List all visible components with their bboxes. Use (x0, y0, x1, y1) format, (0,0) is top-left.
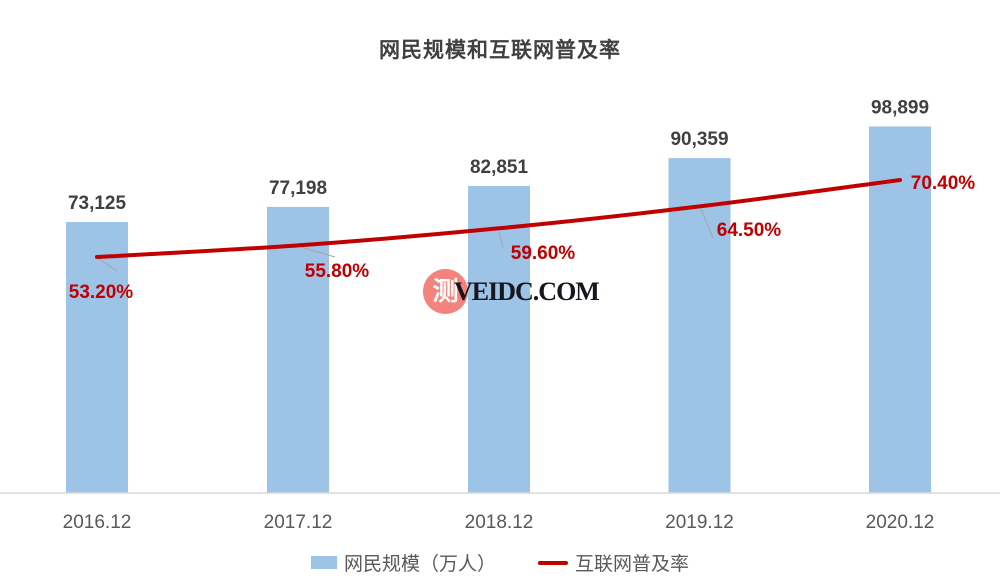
bar-value-label: 82,851 (470, 157, 529, 178)
line-point-label: 53.20% (69, 282, 134, 303)
line-point-label: 64.50% (717, 220, 782, 241)
watermark-text: VEIDC.COM (454, 276, 600, 306)
legend-label-line-series: 互联网普及率 (575, 554, 690, 575)
bar-value-label: 98,899 (871, 97, 929, 118)
x-axis-label: 2020.12 (866, 512, 935, 533)
line-point-label: 59.60% (511, 243, 576, 264)
legend-label-bar-series: 网民规模（万人） (343, 554, 496, 575)
label-leader-line (300, 246, 336, 258)
chart-legend: 网民规模（万人） 互联网普及率 (0, 549, 1000, 576)
label-leader-line (98, 258, 118, 272)
x-axis-label: 2018.12 (465, 512, 534, 533)
bar-value-label: 73,125 (68, 193, 127, 214)
x-axis-label: 2016.12 (63, 512, 132, 533)
bar-series-swatch-icon (310, 556, 337, 569)
chart-title: 网民规模和互联网普及率 (379, 39, 621, 62)
bar (668, 158, 731, 493)
bar-value-label: 77,198 (269, 178, 327, 199)
x-axis-label: 2019.12 (665, 512, 734, 533)
bar (66, 222, 128, 493)
legend-item-line-series: 互联网普及率 (538, 549, 689, 576)
legend-item-bar-series: 网民规模（万人） (310, 549, 496, 576)
label-leader-line (700, 208, 714, 239)
watermark-badge-icon: 测 (423, 269, 468, 314)
bar (468, 185, 530, 493)
bar-value-label: 90,359 (670, 129, 728, 150)
bar (267, 206, 329, 494)
line-point-label: 70.40% (911, 173, 976, 194)
bar (869, 126, 931, 493)
label-leader-line (498, 231, 504, 248)
watermark: 测 VEIDC.COM (423, 269, 600, 314)
penetration-rate-line (95, 178, 902, 259)
line-point-label: 55.80% (305, 261, 370, 282)
x-axis-label: 2017.12 (264, 512, 333, 533)
line-series-swatch-icon (538, 560, 568, 565)
